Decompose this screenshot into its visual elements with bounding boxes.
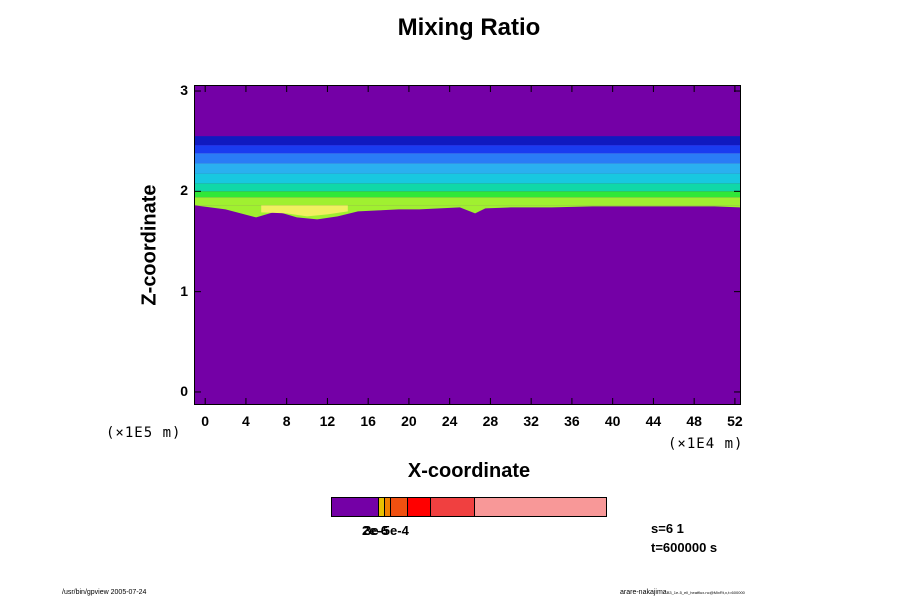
x-tick-label: 52 <box>727 413 743 429</box>
annotation-s: s=6 1 <box>651 521 684 536</box>
heatmap-yellow-patch <box>261 205 348 217</box>
colorbar-segment <box>383 498 391 516</box>
x-tick-label: 32 <box>523 413 539 429</box>
x-tick-label: 24 <box>441 413 458 429</box>
x-tick-label: 8 <box>282 413 291 429</box>
x-tick-label: 36 <box>564 413 580 429</box>
y-tick-label: 0 <box>180 382 188 399</box>
heatmap-svg <box>195 86 740 404</box>
colorbar-segment <box>407 498 430 516</box>
heatmap-plot-area <box>194 85 741 405</box>
footer-right-small: B3_1e-5_ell_heatflux.nc@MixRt,x,t=600000 <box>666 590 745 595</box>
chart-title: Mixing Ratio <box>397 14 541 41</box>
colorbar-segment <box>429 498 474 516</box>
footer-left: /usr/bin/gpview 2005-07-24 <box>62 589 147 596</box>
heatmap-band-0 <box>195 136 740 146</box>
x-tick-label: 28 <box>482 413 499 429</box>
colorbar <box>331 497 607 517</box>
heatmap-band-4 <box>195 173 740 184</box>
colorbar-label-overlap: 3e-5e-4 <box>364 523 409 538</box>
x-tick-label: 0 <box>201 413 210 429</box>
x-tick-label: 4 <box>242 413 250 429</box>
footer-right-main: arare-nakajima <box>620 589 667 596</box>
colorbar-segment <box>473 498 606 516</box>
y-tick-label: 3 <box>180 82 188 99</box>
y-axis-label: Z-coordinate <box>138 184 161 306</box>
colorbar-segment <box>377 498 384 516</box>
x-tick-label: 48 <box>686 413 702 429</box>
x-axis-label: X-coordinate <box>407 460 531 482</box>
y-tick-label: 2 <box>180 182 188 199</box>
x-scale-note: (×1E4 m) <box>668 436 744 452</box>
heatmap-band-5 <box>195 183 740 192</box>
colorbar-label: 2e-6 <box>362 523 389 538</box>
x-tick-label: 12 <box>319 413 336 429</box>
y-tick-label: 1 <box>180 282 188 299</box>
y-scale-note: (×1E5 m) <box>106 425 182 441</box>
heatmap-band-3 <box>195 163 740 174</box>
colorbar-segment <box>390 498 408 516</box>
heatmap-band-2 <box>195 153 740 164</box>
annotation-t: t=600000 s <box>651 540 718 555</box>
colorbar-segment <box>332 498 378 516</box>
x-tick-label: 16 <box>360 413 376 429</box>
x-tick-label: 44 <box>645 413 662 429</box>
heatmap-band-1 <box>195 145 740 154</box>
x-tick-label: 40 <box>604 413 621 429</box>
heatmap-band-6 <box>195 191 740 198</box>
x-tick-label: 20 <box>401 413 417 429</box>
footer-right: arare-nakajimaB3_1e-5_ell_heatflux.nc@Mi… <box>620 589 745 596</box>
heatmap-band-7 <box>195 197 740 206</box>
